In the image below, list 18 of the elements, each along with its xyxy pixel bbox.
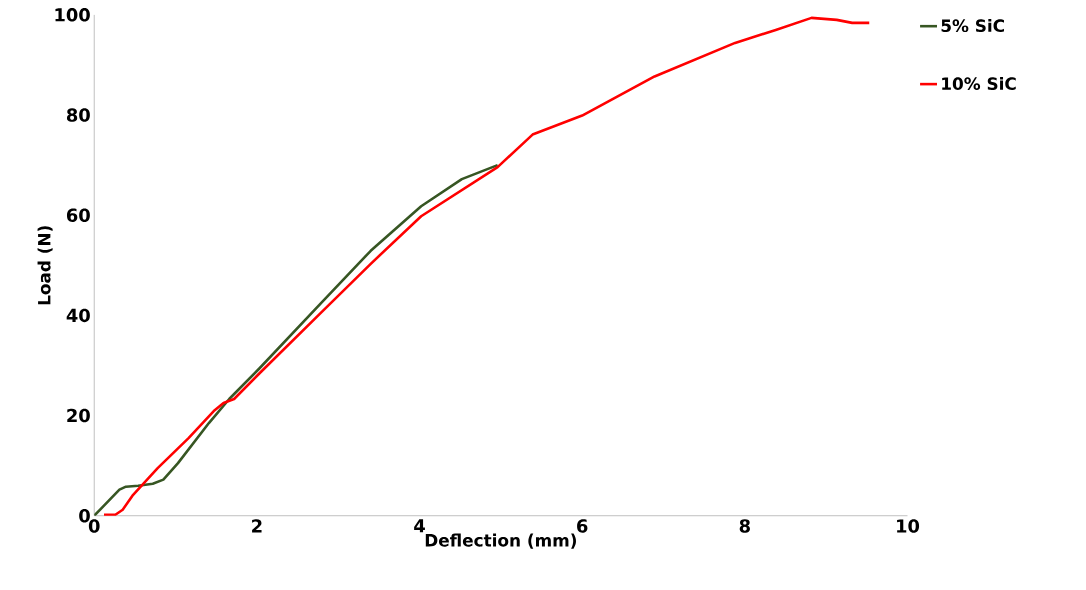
legend-label: 5% SiC	[941, 18, 1004, 33]
x-tick-label: 6	[577, 519, 588, 533]
x-tick-label: 8	[739, 519, 750, 533]
x-axis-title: Deflection (mm)	[425, 533, 576, 549]
line-series	[102, 16, 871, 516]
line-series	[94, 163, 499, 516]
y-tick-label: 80	[66, 108, 90, 122]
y-axis-title: Load (N)	[37, 226, 53, 305]
x-tick-label: 4	[414, 519, 425, 533]
y-tick-label: 20	[67, 408, 90, 423]
x-tick-label: 0	[88, 519, 100, 533]
y-tick-label: 0	[79, 508, 90, 523]
x-tick-label: 10	[897, 519, 920, 533]
legend-label: 10% SiC	[942, 76, 1016, 90]
x-tick-label: 2	[252, 519, 262, 533]
y-tick-label: 60	[66, 208, 90, 222]
y-tick-label: 40	[66, 308, 90, 323]
y-tick-label: 100	[55, 8, 90, 22]
